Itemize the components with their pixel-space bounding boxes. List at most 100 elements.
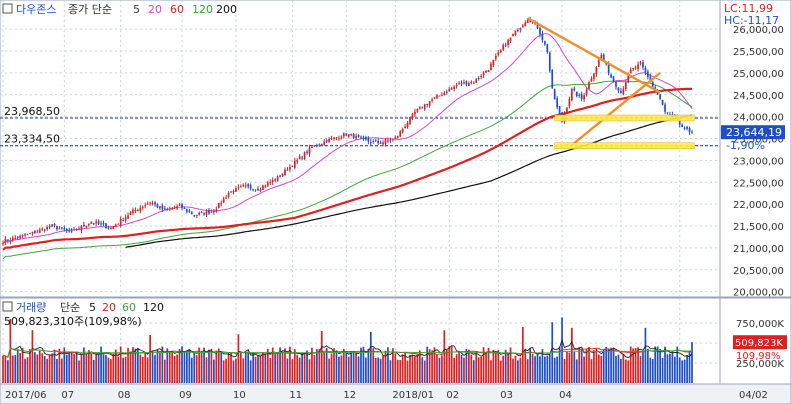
volume-bar (612, 347, 615, 383)
x-tick-label: 11 (289, 390, 302, 401)
volume-bar (644, 327, 647, 383)
candle-body (600, 55, 603, 60)
volume-bar (63, 347, 66, 383)
volume-bar (455, 354, 458, 383)
candle-body (338, 138, 340, 140)
candle-body (31, 231, 34, 234)
volume-bar (262, 352, 264, 383)
candle-body (237, 187, 240, 189)
candle-body (347, 134, 350, 137)
volume-bar (365, 357, 367, 383)
volume-bar (470, 354, 473, 383)
volume-bar (119, 346, 122, 383)
candle-body (556, 98, 559, 108)
volume-bar (686, 354, 688, 383)
volume-bar (438, 357, 441, 383)
candle-body (539, 28, 541, 35)
volume-bar (264, 353, 267, 383)
volume-bar (526, 359, 529, 383)
volume-bar (575, 359, 578, 383)
candle-body (335, 137, 338, 139)
candle-body (227, 193, 230, 197)
candle-body (509, 37, 512, 42)
candle-body (661, 99, 664, 105)
volume-bar (556, 356, 559, 383)
candle-body (340, 137, 343, 139)
panel-toggle-icon[interactable] (2, 3, 13, 14)
candle-body (269, 182, 272, 184)
candle-body (477, 77, 480, 79)
candle-body (362, 137, 365, 139)
volume-bar (31, 330, 34, 383)
volume-bar (563, 358, 566, 383)
volume-bar (411, 354, 414, 383)
ma60-line (2, 80, 693, 259)
volume-bar (168, 351, 171, 383)
candle-body (51, 224, 53, 227)
volume-bar (673, 356, 676, 383)
candle-body (173, 207, 176, 209)
volume-bar (647, 348, 649, 383)
volume-bar (296, 355, 299, 383)
volume-bar (615, 355, 617, 383)
volume-bar (605, 346, 608, 383)
candle-body (365, 137, 367, 140)
volume-bar (83, 347, 85, 383)
volume-bar (107, 357, 110, 383)
candle-body (595, 67, 598, 75)
volume-bar (595, 348, 598, 383)
volume-bar (330, 353, 333, 383)
volume-bar (4, 356, 7, 383)
volume-bar (198, 347, 201, 383)
volume-bar (122, 357, 125, 383)
candle-body (301, 157, 303, 159)
vol-ma60-period: 60 (122, 301, 136, 314)
candle-body (136, 210, 139, 212)
volume-bar (266, 348, 269, 383)
volume-bar (257, 355, 259, 383)
candle-body (95, 221, 98, 224)
volume-bar (205, 357, 208, 383)
volume-bar (453, 357, 456, 383)
candle-body (691, 131, 693, 133)
candle-body (568, 99, 571, 107)
volume-bar (656, 346, 659, 383)
volume-bar (311, 347, 313, 383)
volume-bar (181, 346, 183, 383)
volume-bar (318, 349, 321, 383)
volume-bar (230, 352, 232, 383)
candle-body (247, 184, 250, 187)
candle-body (24, 234, 26, 236)
volume-bar (146, 357, 149, 383)
volume-bar (607, 348, 610, 383)
candle-body (259, 189, 262, 191)
volume-bar (639, 355, 642, 383)
candle-body (186, 209, 188, 212)
candle-body (664, 104, 666, 112)
candle-body (558, 106, 561, 114)
candle-body (154, 202, 156, 205)
candle-body (11, 237, 14, 241)
candle-body (624, 82, 627, 90)
candle-body (426, 103, 429, 105)
candle-body (215, 209, 218, 212)
volume-bar (369, 331, 372, 383)
candle-body (298, 156, 301, 160)
volume-bar (443, 330, 446, 383)
volume-bar (97, 354, 100, 383)
candle-body (678, 118, 681, 125)
volume-bar (654, 346, 657, 383)
volume-bar (600, 355, 603, 383)
volume-panel-toggle-icon[interactable] (2, 301, 13, 312)
candle-body (544, 41, 546, 45)
candle-body (134, 210, 137, 212)
candle-body (286, 169, 289, 171)
candle-body (480, 76, 482, 78)
volume-bar (428, 349, 431, 383)
volume-bar (323, 352, 326, 383)
volume-bar (492, 349, 495, 383)
candle-body (139, 207, 142, 211)
volume-bar (664, 346, 666, 383)
volume-bar (387, 347, 389, 383)
candle-body (350, 134, 353, 136)
